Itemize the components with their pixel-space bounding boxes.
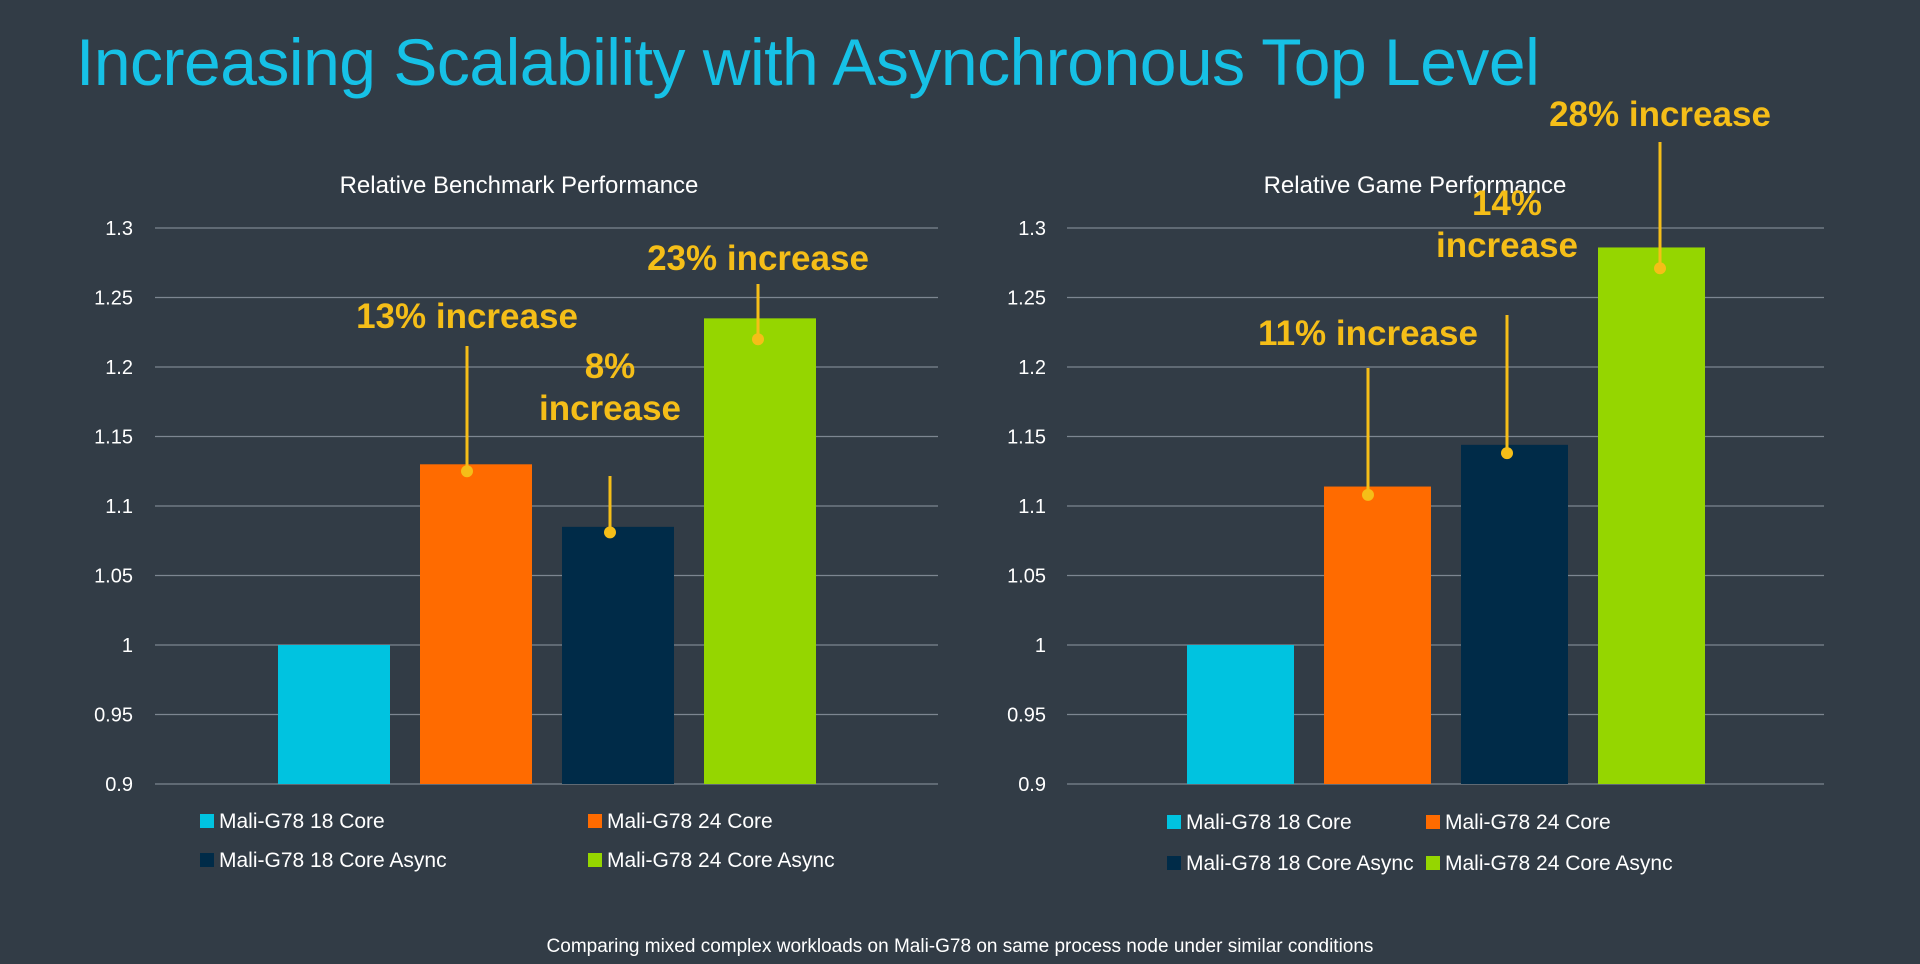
game-annotation-dot bbox=[1654, 262, 1666, 275]
benchmark-legend-swatch bbox=[588, 853, 602, 867]
benchmark-bar-3 bbox=[562, 526, 674, 784]
game-legend-swatch bbox=[1426, 856, 1440, 870]
game-y-tick-label: 1.2 bbox=[1018, 357, 1046, 379]
benchmark-annotation-label: 13% increase bbox=[356, 297, 578, 336]
game-y-tick-label: 1.05 bbox=[1007, 566, 1046, 588]
benchmark-bar-4 bbox=[704, 318, 816, 784]
game-bar-3 bbox=[1461, 444, 1568, 784]
game-chart-title: Relative Game Performance bbox=[1264, 172, 1567, 199]
benchmark-bar-1 bbox=[278, 645, 390, 784]
benchmark-annotation-label: 8% bbox=[585, 347, 636, 386]
game-annotation-label: 28% increase bbox=[1549, 95, 1771, 134]
benchmark-chart-title: Relative Benchmark Performance bbox=[340, 172, 699, 199]
game-bar-4 bbox=[1598, 247, 1705, 784]
benchmark-legend-swatch bbox=[200, 853, 214, 867]
game-y-tick-label: 1.3 bbox=[1018, 218, 1046, 240]
benchmark-annotation-dot bbox=[752, 333, 764, 346]
game-y-tick-label: 1 bbox=[1035, 635, 1046, 657]
game-legend-swatch bbox=[1426, 815, 1440, 829]
game-y-tick-label: 0.95 bbox=[1007, 705, 1046, 727]
benchmark-y-tick-label: 1.25 bbox=[94, 288, 133, 310]
game-legend-swatch bbox=[1167, 856, 1181, 870]
benchmark-legend-label: Mali-G78 18 Core Async bbox=[219, 849, 447, 872]
game-legend-label: Mali-G78 18 Core Async bbox=[1186, 852, 1414, 875]
game-legend-label: Mali-G78 24 Core bbox=[1445, 811, 1611, 834]
benchmark-legend-swatch bbox=[588, 814, 602, 828]
game-y-tick-label: 1.1 bbox=[1018, 496, 1046, 518]
benchmark-y-tick-label: 1.15 bbox=[94, 427, 133, 449]
benchmark-annotation-dot bbox=[604, 526, 616, 539]
game-legend-label: Mali-G78 18 Core bbox=[1186, 811, 1352, 834]
benchmark-legend-label: Mali-G78 24 Core Async bbox=[607, 849, 835, 872]
slide-title: Increasing Scalability with Asynchronous… bbox=[76, 25, 1540, 99]
benchmark-y-tick-label: 1 bbox=[122, 635, 133, 657]
benchmark-bar-2 bbox=[420, 464, 532, 784]
benchmark-y-tick-label: 0.9 bbox=[105, 774, 133, 796]
benchmark-annotation-dot bbox=[461, 465, 473, 478]
benchmark-legend-label: Mali-G78 18 Core bbox=[219, 810, 385, 833]
benchmark-legend-swatch bbox=[200, 814, 214, 828]
footnote: Comparing mixed complex workloads on Mal… bbox=[546, 936, 1374, 957]
benchmark-annotation-label: increase bbox=[539, 389, 681, 428]
game-annotation-label: increase bbox=[1436, 226, 1578, 265]
game-y-tick-label: 0.9 bbox=[1018, 774, 1046, 796]
benchmark-annotation-label: 23% increase bbox=[647, 239, 869, 278]
game-annotation-dot bbox=[1362, 488, 1374, 501]
game-legend-label: Mali-G78 24 Core Async bbox=[1445, 852, 1673, 875]
game-legend-swatch bbox=[1167, 815, 1181, 829]
benchmark-y-tick-label: 1.1 bbox=[105, 496, 133, 518]
game-annotation-label: 14% bbox=[1472, 184, 1542, 223]
benchmark-y-tick-label: 0.95 bbox=[94, 705, 133, 727]
game-y-tick-label: 1.15 bbox=[1007, 427, 1046, 449]
game-bar-1 bbox=[1187, 645, 1294, 784]
game-bar-2 bbox=[1324, 486, 1431, 784]
benchmark-legend-label: Mali-G78 24 Core bbox=[607, 810, 773, 833]
game-annotation-label: 11% increase bbox=[1258, 314, 1478, 353]
benchmark-y-tick-label: 1.2 bbox=[105, 357, 133, 379]
benchmark-y-tick-label: 1.05 bbox=[94, 566, 133, 588]
game-annotation-dot bbox=[1501, 447, 1513, 460]
benchmark-y-tick-label: 1.3 bbox=[105, 218, 133, 240]
game-y-tick-label: 1.25 bbox=[1007, 288, 1046, 310]
